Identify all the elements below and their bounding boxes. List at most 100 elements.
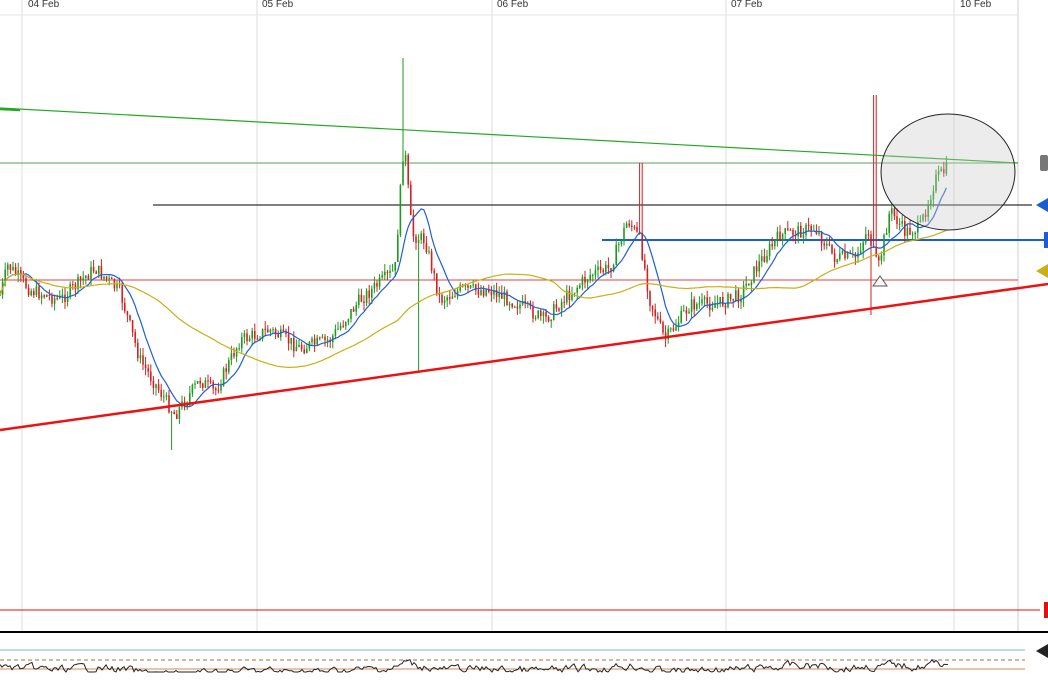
resistance-trendline (0, 107, 1019, 164)
candle-body (48, 294, 51, 296)
candle-body (737, 290, 740, 303)
x-label-06-feb: 06 Feb (497, 0, 529, 10)
candle-body (885, 233, 888, 235)
candle-body (677, 322, 680, 327)
candle-body (841, 251, 844, 254)
candle-body (891, 208, 893, 214)
candle-body (846, 252, 849, 259)
candle-body (173, 412, 175, 415)
candle-body (576, 287, 578, 293)
candle-body (586, 279, 589, 283)
candle-body (524, 300, 526, 303)
candle-body (298, 344, 300, 347)
candle-body (95, 271, 97, 274)
candle-body (142, 355, 144, 365)
candle-body (425, 243, 428, 253)
candle-body (407, 155, 409, 185)
candle-body (839, 253, 841, 260)
candle-body (893, 208, 896, 217)
candle-body (807, 224, 810, 226)
candle-body (316, 337, 318, 345)
candle-body (693, 299, 695, 310)
candle-body (467, 285, 469, 288)
candle-body (272, 329, 274, 331)
candle-body (25, 278, 27, 288)
candle-body (932, 191, 935, 200)
candle-body (386, 271, 389, 273)
candle-body (768, 244, 771, 256)
candle-body (753, 266, 755, 283)
oscillator-panel (0, 649, 1025, 673)
candle-body (160, 389, 162, 397)
trendlines (0, 107, 1048, 432)
candle-body (363, 301, 365, 304)
candle-body (597, 266, 599, 271)
candle-body (352, 308, 355, 312)
candle-body (605, 264, 607, 273)
candle-body (82, 278, 84, 281)
candle-body (815, 230, 818, 234)
candle-body (251, 330, 253, 339)
candle-body (748, 283, 750, 286)
candle-body (688, 311, 690, 314)
grid (0, 0, 1048, 633)
candle-body (168, 395, 170, 413)
candle-body (914, 232, 916, 235)
candle-body (862, 242, 864, 251)
candle-body (620, 241, 623, 245)
candle-body (121, 284, 123, 303)
candle-body (381, 275, 383, 278)
candle-body (781, 233, 784, 241)
candle-body (38, 286, 40, 299)
x-label-07-feb: 07 Feb (731, 0, 763, 10)
candle-body (124, 302, 126, 312)
candle-body (402, 161, 404, 186)
candle-body (771, 244, 773, 247)
candle-body (797, 225, 799, 237)
candle-body (732, 298, 734, 301)
candle-body (105, 276, 108, 279)
candle-body (922, 214, 924, 221)
candle-body (485, 289, 487, 296)
candle-body (534, 318, 537, 320)
candle-body (126, 311, 129, 316)
candle-body (33, 291, 35, 296)
candle-body (287, 333, 290, 344)
resistance-trendline-handle (0, 107, 21, 112)
marker-oscillator (1036, 644, 1048, 658)
candle-body (644, 259, 646, 269)
candle-body (98, 265, 100, 274)
candle-body (295, 346, 298, 352)
candle-body (191, 384, 194, 394)
candle-body (935, 174, 937, 192)
candle-body (651, 305, 654, 310)
candle-body (69, 284, 71, 297)
candle-body (800, 225, 802, 238)
x-axis-labels: 04 Feb 05 Feb 06 Feb 07 Feb 10 Feb (28, 0, 992, 10)
candle-body (378, 277, 381, 287)
candle-body (40, 295, 43, 299)
candle-body (9, 264, 12, 270)
candle-body (680, 310, 682, 323)
candle-body (709, 303, 711, 310)
candle-body (909, 227, 911, 235)
candle-body (30, 291, 32, 296)
candle-body (490, 291, 493, 295)
candle-body (225, 368, 227, 372)
candle-body (511, 303, 513, 307)
candle-body (943, 168, 945, 174)
candle-body (701, 299, 703, 304)
candle-body (176, 414, 178, 419)
candle-body (888, 213, 890, 234)
candle-body (137, 342, 139, 359)
candle-body (589, 275, 591, 280)
candle-body (228, 360, 230, 372)
candle-body (274, 329, 277, 335)
candle-body (79, 276, 82, 281)
candle-body (498, 293, 500, 297)
candle-body (321, 336, 324, 338)
candle-body (326, 340, 329, 342)
candle-body (698, 303, 701, 305)
candle-body (410, 184, 412, 216)
candle-body (56, 298, 58, 300)
